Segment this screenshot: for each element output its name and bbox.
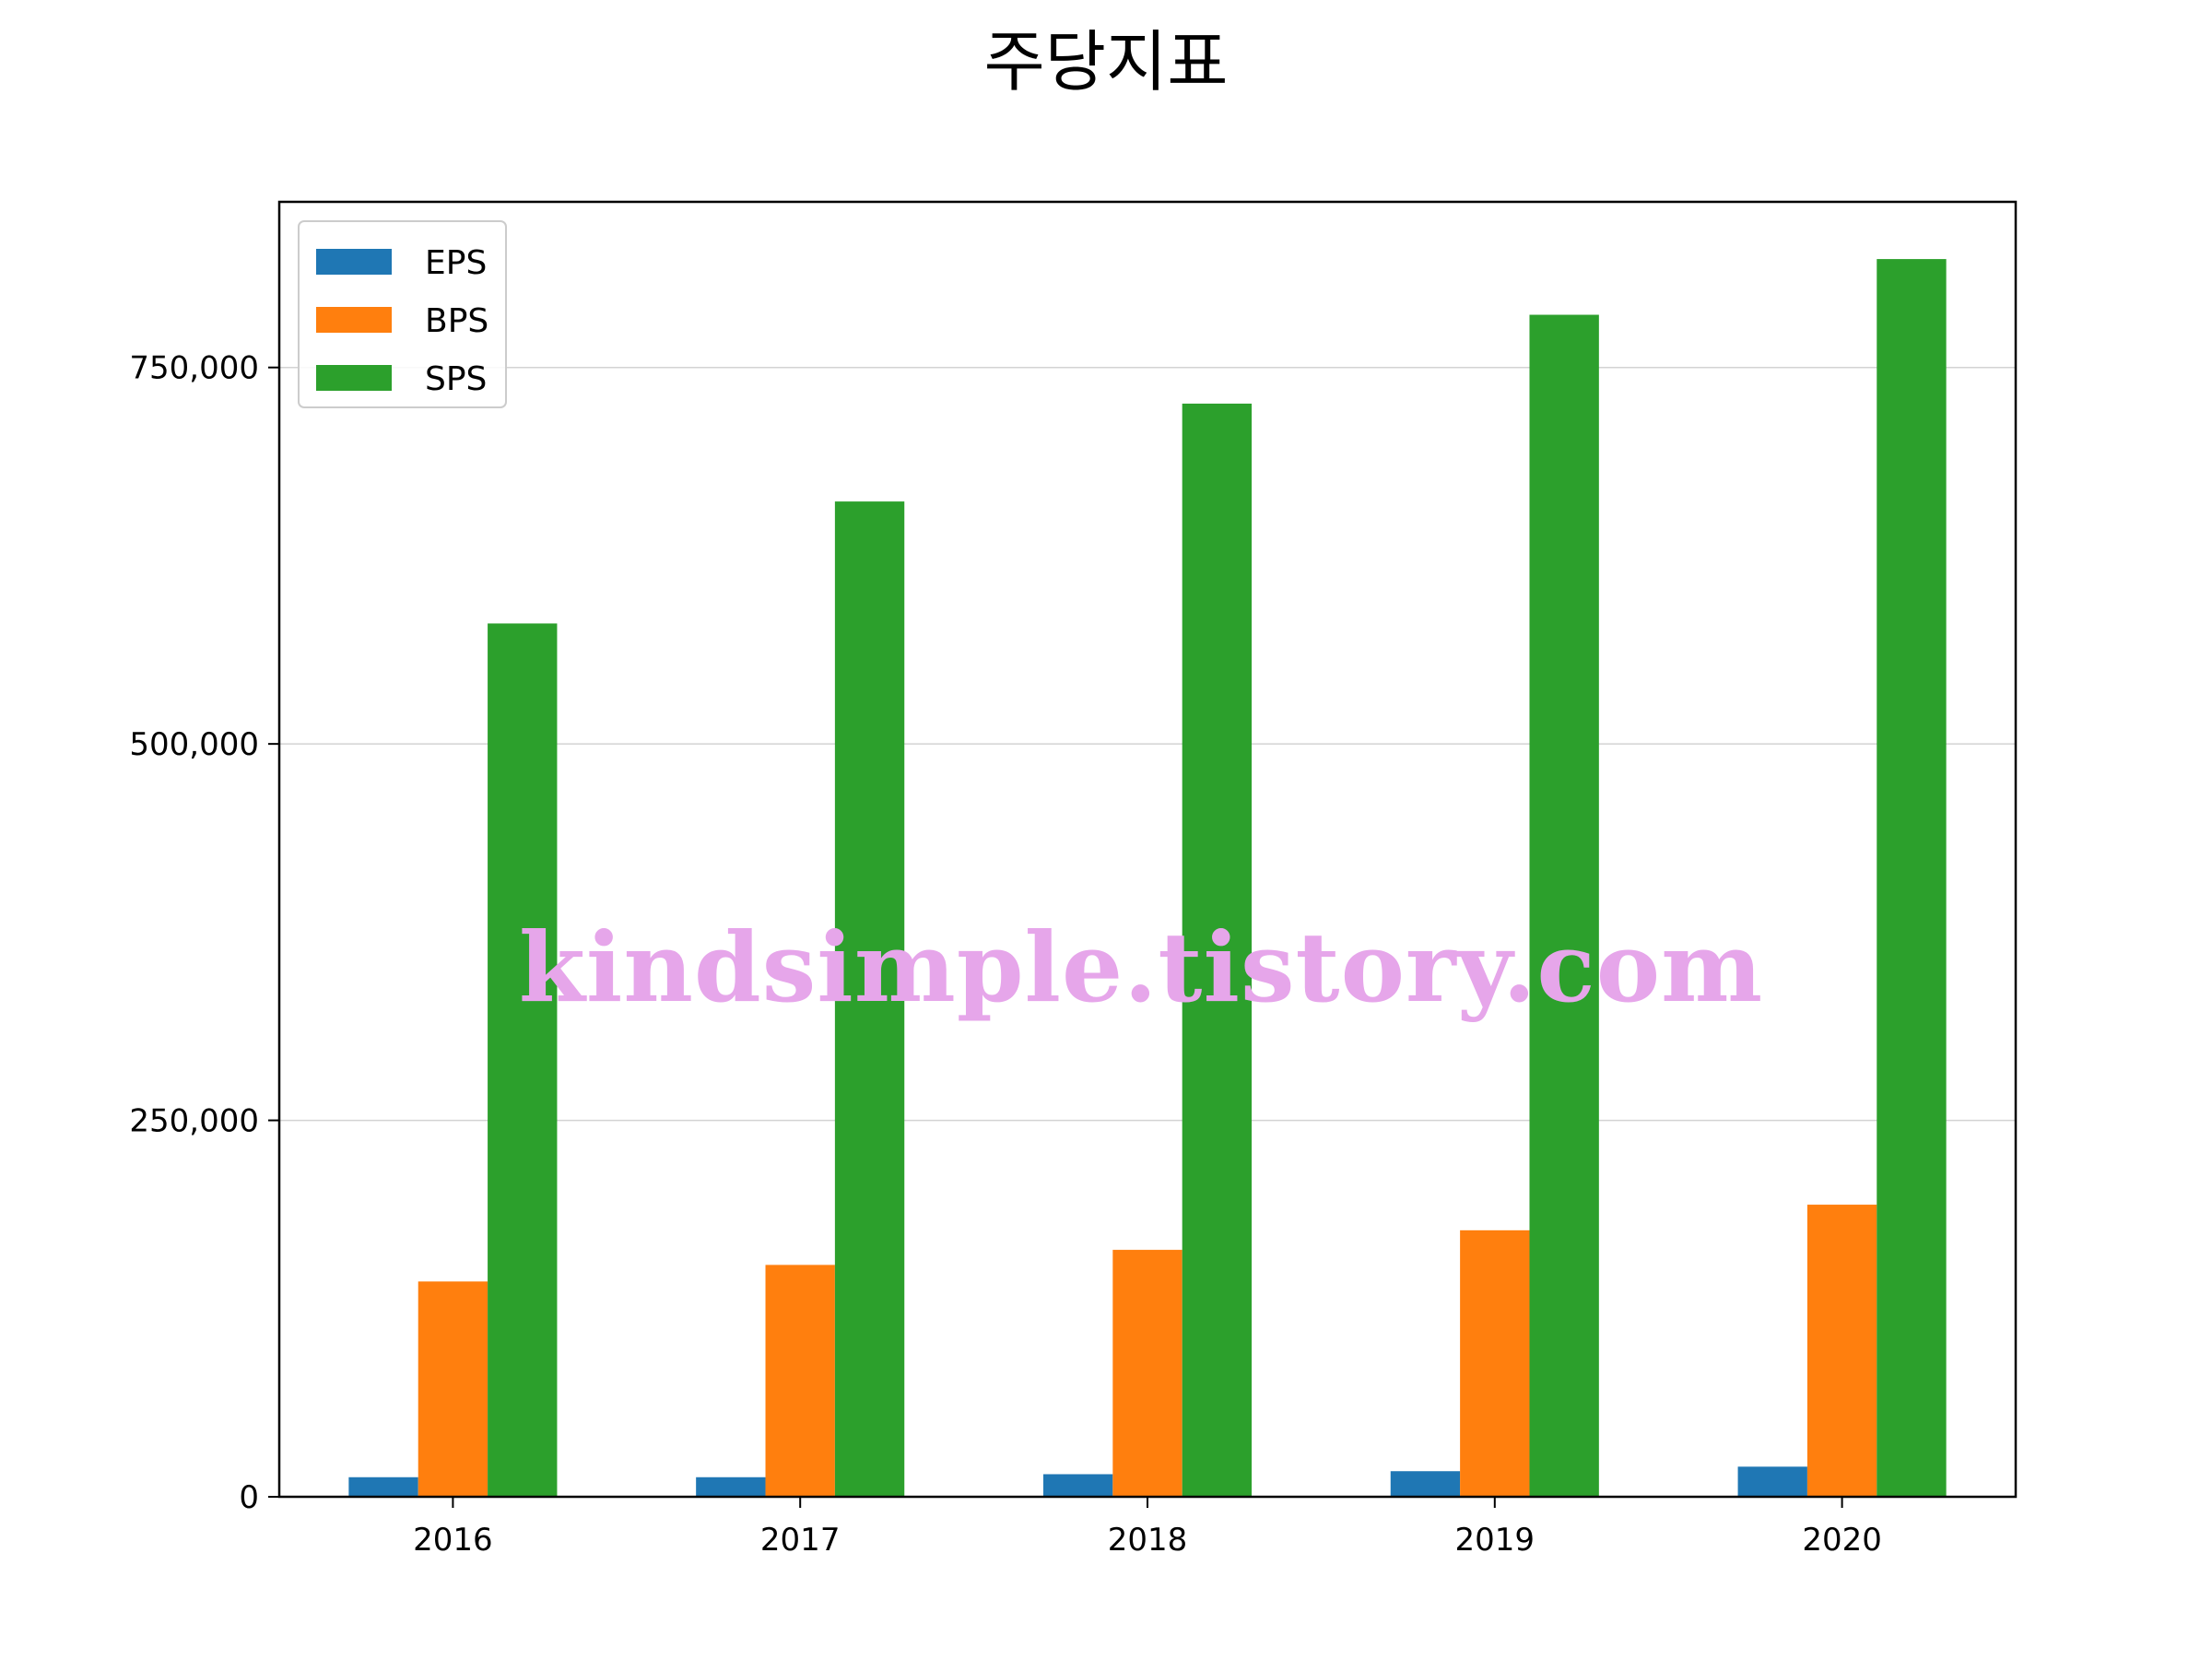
legend-swatch-sps [316, 365, 392, 391]
legend-swatch-eps [316, 249, 392, 275]
bar-bps-2020 [1806, 1205, 1877, 1497]
bar-bps-2019 [1460, 1230, 1530, 1497]
bar-eps-2019 [1390, 1471, 1461, 1497]
y-tick-label: 750,000 [129, 350, 259, 387]
chart-title: 주당지표 [984, 23, 1229, 100]
legend: EPS BPS SPS [298, 220, 507, 408]
bar-sps-2017 [834, 501, 905, 1497]
bar-eps-2017 [696, 1477, 766, 1497]
bar-sps-2019 [1529, 314, 1599, 1498]
bar-sps-2020 [1877, 259, 1947, 1497]
legend-label-sps: SPS [425, 360, 487, 398]
legend-label-bps: BPS [425, 302, 488, 340]
x-tick-label: 2017 [760, 1522, 841, 1559]
bar-eps-2020 [1737, 1466, 1807, 1497]
legend-swatch-bps [316, 307, 392, 333]
bar-eps-2018 [1042, 1474, 1113, 1497]
x-tick-label: 2020 [1802, 1522, 1882, 1559]
bars [348, 259, 1947, 1498]
x-tick-label: 2016 [413, 1522, 493, 1559]
x-tick-label: 2019 [1455, 1522, 1535, 1559]
y-tick-label: 250,000 [129, 1103, 259, 1140]
bar-bps-2017 [765, 1265, 835, 1497]
bar-sps-2016 [488, 623, 558, 1497]
bar-eps-2016 [348, 1477, 418, 1497]
grid-lines [279, 366, 2016, 1122]
watermark: kindsimple.tistory.com [519, 911, 1763, 1024]
y-tick-label: 500,000 [129, 726, 259, 763]
y-axis: 0 250,000 500,000 750,000 [129, 350, 279, 1516]
bar-sps-2018 [1182, 403, 1253, 1498]
bar-bps-2016 [418, 1281, 488, 1497]
x-axis: 2016 2017 2018 2019 2020 [413, 1497, 1882, 1559]
bar-bps-2018 [1112, 1250, 1182, 1497]
legend-label-eps: EPS [425, 244, 487, 282]
y-tick-label: 0 [239, 1479, 259, 1516]
x-tick-label: 2018 [1108, 1522, 1188, 1559]
